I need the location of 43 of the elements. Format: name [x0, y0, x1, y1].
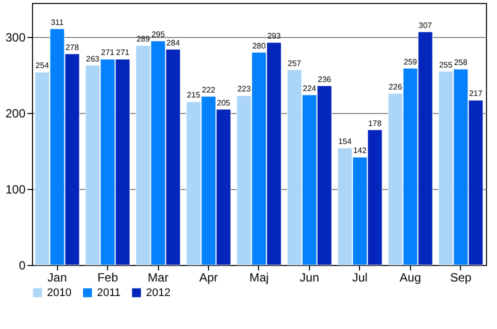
- x-tick-label: Maj: [249, 270, 269, 284]
- x-tick-label: Apr: [199, 270, 218, 284]
- data-label: 236: [318, 74, 332, 84]
- data-label: 215: [186, 90, 201, 100]
- y-tick-label: 100: [5, 182, 26, 197]
- x-tick-label: Jan: [48, 270, 67, 284]
- data-label: 205: [216, 98, 231, 108]
- data-label: 217: [469, 89, 483, 98]
- data-label: 289: [136, 34, 150, 44]
- x-tick-label: Feb: [97, 270, 118, 284]
- legend-label: 2011: [97, 286, 121, 299]
- data-label: 263: [86, 54, 100, 64]
- data-label: 142: [353, 146, 368, 156]
- data-label: 307: [418, 20, 433, 30]
- x-tick-label: Jun: [300, 270, 320, 284]
- x-tick-label: Aug: [400, 270, 422, 284]
- legend-label: 2010: [47, 286, 72, 299]
- data-label: 178: [368, 118, 382, 128]
- data-label: 271: [116, 48, 130, 58]
- data-label: 293: [267, 31, 282, 40]
- data-label: 295: [151, 30, 166, 39]
- data-label: 254: [36, 61, 50, 70]
- y-tick-label: 200: [5, 106, 26, 121]
- data-label: 226: [388, 82, 403, 92]
- x-tick-label: Mar: [148, 270, 168, 284]
- legend-label: 2012: [146, 286, 170, 299]
- data-label: 154: [338, 137, 352, 146]
- data-label: 284: [166, 38, 180, 48]
- x-tick-label: Jul: [352, 270, 368, 284]
- x-tick-label: Sep: [450, 270, 472, 284]
- y-tick-label: 300: [5, 30, 26, 45]
- data-label: 255: [439, 60, 453, 70]
- data-label: 222: [202, 85, 216, 94]
- data-label: 258: [454, 58, 468, 68]
- data-label: 223: [237, 84, 252, 94]
- data-label: 257: [288, 58, 302, 68]
- data-label: 271: [100, 48, 115, 58]
- data-label: 311: [50, 18, 64, 27]
- data-label: 259: [404, 57, 418, 66]
- data-label: 280: [252, 41, 266, 50]
- data-label: 224: [302, 84, 317, 93]
- y-tick-label: 0: [18, 258, 26, 272]
- data-label: 278: [66, 42, 80, 52]
